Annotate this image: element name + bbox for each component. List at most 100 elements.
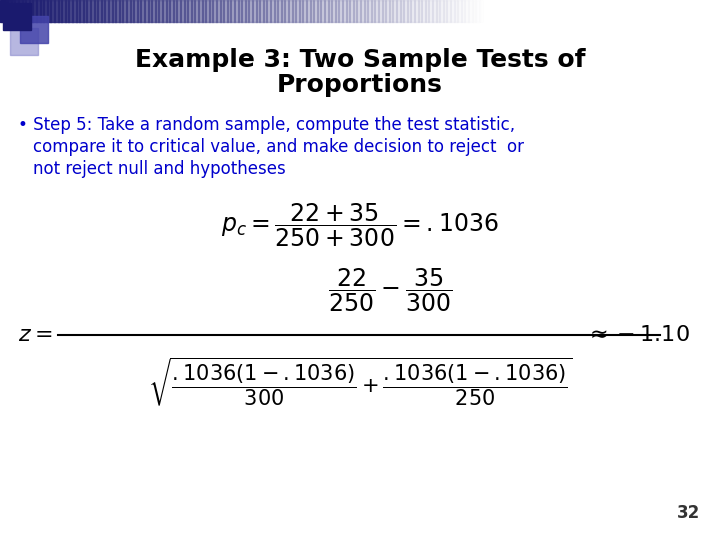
Bar: [137, 0, 141, 22]
Bar: [328, 0, 332, 22]
Text: Example 3: Two Sample Tests of: Example 3: Two Sample Tests of: [135, 48, 585, 72]
Bar: [443, 0, 447, 22]
Bar: [220, 0, 224, 22]
Bar: [425, 0, 429, 22]
Bar: [144, 0, 148, 22]
Bar: [11, 0, 15, 22]
Bar: [270, 0, 274, 22]
Text: Proportions: Proportions: [277, 73, 443, 97]
Bar: [403, 0, 408, 22]
Bar: [263, 0, 267, 22]
Bar: [184, 0, 188, 22]
Bar: [281, 0, 285, 22]
Bar: [400, 0, 404, 22]
Bar: [58, 0, 62, 22]
Text: $p_c = \dfrac{22+35}{250+300} = .1036$: $p_c = \dfrac{22+35}{250+300} = .1036$: [221, 201, 499, 249]
Bar: [360, 0, 364, 22]
Bar: [173, 0, 177, 22]
Bar: [436, 0, 440, 22]
Bar: [479, 0, 483, 22]
Bar: [302, 0, 307, 22]
Bar: [32, 0, 37, 22]
Bar: [187, 0, 192, 22]
Bar: [266, 0, 271, 22]
Bar: [454, 0, 458, 22]
Bar: [461, 0, 465, 22]
Text: compare it to critical value, and make decision to reject  or: compare it to critical value, and make d…: [33, 138, 524, 156]
Bar: [18, 0, 22, 22]
Bar: [209, 0, 213, 22]
Bar: [133, 0, 138, 22]
Bar: [191, 0, 195, 22]
Bar: [0, 0, 4, 22]
Bar: [464, 0, 469, 22]
Bar: [126, 0, 130, 22]
Bar: [101, 0, 105, 22]
Bar: [162, 0, 166, 22]
Bar: [252, 0, 256, 22]
Bar: [349, 0, 354, 22]
Text: $\approx -1.10$: $\approx -1.10$: [585, 325, 690, 345]
Bar: [43, 0, 48, 22]
Bar: [104, 0, 109, 22]
Bar: [382, 0, 386, 22]
Bar: [76, 0, 80, 22]
Bar: [472, 0, 476, 22]
Bar: [288, 0, 292, 22]
Bar: [356, 0, 361, 22]
Bar: [155, 0, 159, 22]
Bar: [450, 0, 454, 22]
Bar: [313, 0, 318, 22]
Bar: [14, 0, 19, 22]
Bar: [468, 0, 472, 22]
Bar: [317, 0, 321, 22]
Bar: [277, 0, 282, 22]
Bar: [148, 0, 152, 22]
Bar: [194, 0, 199, 22]
Bar: [410, 0, 415, 22]
Bar: [72, 0, 76, 22]
Bar: [140, 0, 145, 22]
Bar: [112, 0, 116, 22]
Bar: [439, 0, 444, 22]
Bar: [4, 0, 8, 22]
Bar: [295, 0, 300, 22]
Text: not reject null and hypotheses: not reject null and hypotheses: [33, 160, 286, 178]
Bar: [25, 0, 30, 22]
Bar: [331, 0, 336, 22]
Bar: [274, 0, 278, 22]
Bar: [10, 28, 38, 55]
Bar: [86, 0, 91, 22]
Bar: [230, 0, 235, 22]
Bar: [342, 0, 346, 22]
Bar: [61, 0, 66, 22]
Bar: [292, 0, 296, 22]
Bar: [392, 0, 397, 22]
Bar: [248, 0, 253, 22]
Bar: [245, 0, 249, 22]
Bar: [389, 0, 393, 22]
Bar: [198, 0, 202, 22]
Bar: [3, 3, 31, 30]
Text: $\dfrac{22}{250} - \dfrac{35}{300}$: $\dfrac{22}{250} - \dfrac{35}{300}$: [328, 266, 452, 314]
Bar: [446, 0, 451, 22]
Bar: [212, 0, 217, 22]
Bar: [7, 0, 12, 22]
Bar: [176, 0, 181, 22]
Bar: [475, 0, 480, 22]
Bar: [97, 0, 102, 22]
Bar: [396, 0, 400, 22]
Bar: [320, 0, 325, 22]
Bar: [259, 0, 264, 22]
Bar: [22, 0, 26, 22]
Bar: [115, 0, 120, 22]
Text: $\sqrt{\dfrac{.1036(1-.1036)}{300} + \dfrac{.1036(1-.1036)}{250}}$: $\sqrt{\dfrac{.1036(1-.1036)}{300} + \df…: [148, 356, 572, 408]
Bar: [256, 0, 260, 22]
Bar: [407, 0, 411, 22]
Bar: [158, 0, 163, 22]
Bar: [299, 0, 303, 22]
Bar: [119, 0, 123, 22]
Bar: [346, 0, 350, 22]
Bar: [202, 0, 206, 22]
Bar: [83, 0, 87, 22]
